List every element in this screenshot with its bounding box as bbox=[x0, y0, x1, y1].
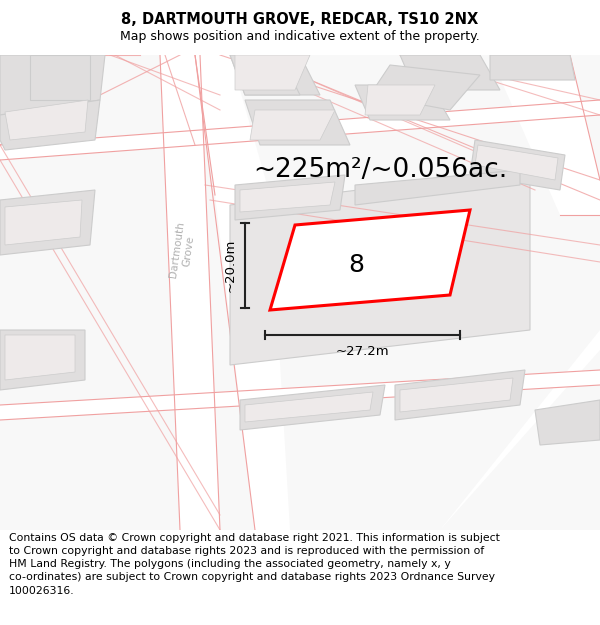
Polygon shape bbox=[5, 200, 82, 245]
Polygon shape bbox=[0, 190, 95, 255]
Polygon shape bbox=[0, 100, 600, 160]
Polygon shape bbox=[160, 55, 220, 530]
Polygon shape bbox=[245, 100, 350, 145]
Polygon shape bbox=[240, 385, 385, 430]
Text: 8, DARTMOUTH GROVE, REDCAR, TS10 2NX: 8, DARTMOUTH GROVE, REDCAR, TS10 2NX bbox=[121, 12, 479, 27]
Text: ~20.0m: ~20.0m bbox=[224, 239, 237, 292]
Polygon shape bbox=[230, 55, 300, 95]
Polygon shape bbox=[230, 170, 530, 365]
Polygon shape bbox=[535, 400, 600, 445]
Polygon shape bbox=[400, 378, 513, 412]
Polygon shape bbox=[400, 330, 600, 530]
Text: Dartmouth
Grove: Dartmouth Grove bbox=[169, 221, 197, 279]
Polygon shape bbox=[235, 55, 310, 90]
Polygon shape bbox=[0, 330, 85, 390]
Polygon shape bbox=[5, 335, 75, 380]
Polygon shape bbox=[0, 55, 80, 100]
Polygon shape bbox=[370, 65, 480, 110]
Polygon shape bbox=[490, 55, 600, 215]
Polygon shape bbox=[245, 392, 373, 422]
Text: 8: 8 bbox=[348, 253, 364, 277]
Text: ~27.2m: ~27.2m bbox=[335, 345, 389, 358]
Polygon shape bbox=[490, 55, 575, 80]
Polygon shape bbox=[0, 370, 600, 420]
Polygon shape bbox=[0, 55, 600, 530]
Polygon shape bbox=[475, 145, 558, 180]
Polygon shape bbox=[270, 210, 470, 310]
Polygon shape bbox=[355, 170, 520, 205]
Polygon shape bbox=[240, 182, 335, 212]
Polygon shape bbox=[365, 85, 435, 115]
Polygon shape bbox=[0, 55, 105, 115]
Text: Contains OS data © Crown copyright and database right 2021. This information is : Contains OS data © Crown copyright and d… bbox=[9, 533, 500, 596]
Polygon shape bbox=[195, 55, 290, 530]
Polygon shape bbox=[400, 55, 500, 90]
Polygon shape bbox=[250, 110, 335, 140]
Polygon shape bbox=[355, 85, 450, 120]
Polygon shape bbox=[0, 100, 100, 150]
Polygon shape bbox=[5, 100, 88, 140]
Text: ~225m²/~0.056ac.: ~225m²/~0.056ac. bbox=[253, 157, 507, 183]
Polygon shape bbox=[395, 370, 525, 420]
Polygon shape bbox=[30, 55, 90, 100]
Polygon shape bbox=[230, 55, 320, 95]
Polygon shape bbox=[235, 175, 345, 220]
Polygon shape bbox=[470, 140, 565, 190]
Text: Map shows position and indicative extent of the property.: Map shows position and indicative extent… bbox=[120, 30, 480, 43]
